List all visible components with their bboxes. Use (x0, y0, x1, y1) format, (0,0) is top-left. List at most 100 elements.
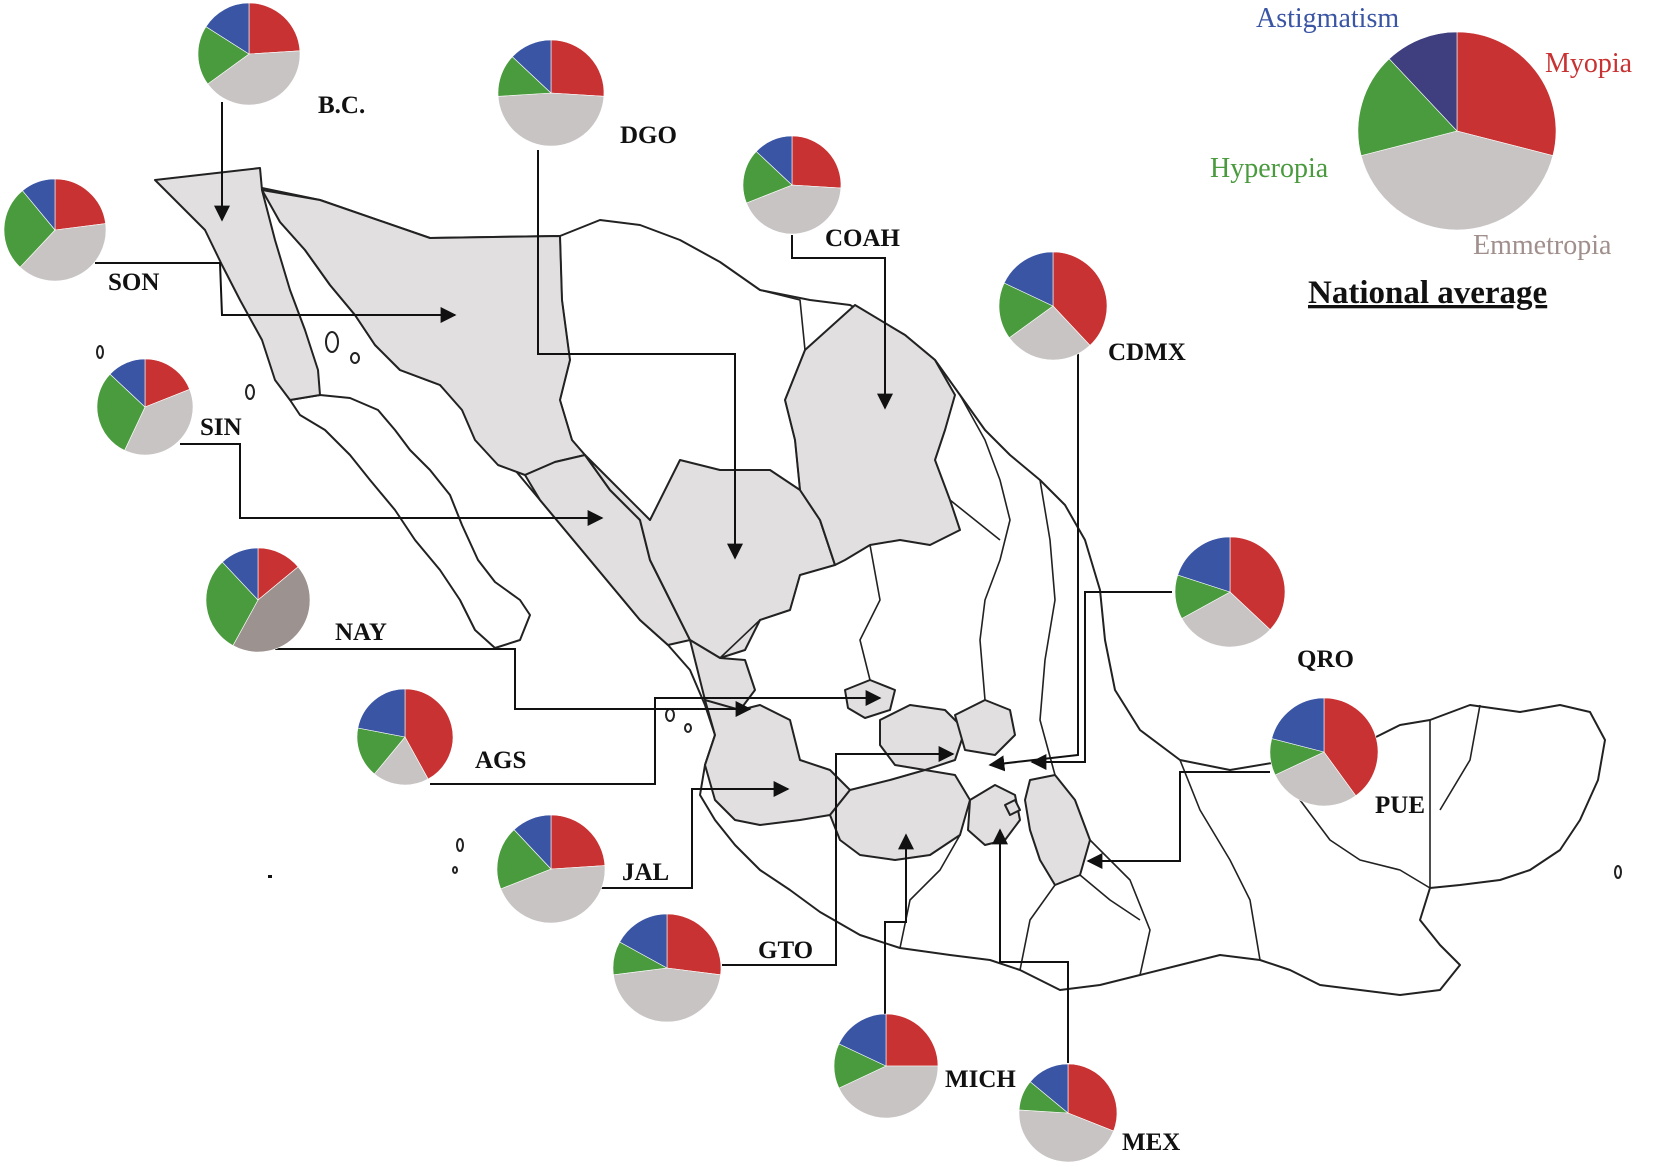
state-cdmx (1004, 799, 1021, 816)
pie-qro (1174, 536, 1286, 648)
pie-bc-emmetropia-slice (207, 50, 301, 106)
pie-national-hyperopia-slice (1357, 58, 1458, 156)
pie-charts (3, 2, 1557, 1162)
pie-ags (356, 688, 454, 786)
pie-nay-emmetropia-slice (232, 566, 311, 653)
pie-jal (496, 814, 606, 924)
label-bc: B.C. (318, 92, 365, 119)
pie-gto-myopia-slice (666, 913, 722, 976)
pie-ags-myopia-slice (404, 688, 454, 780)
state-mich (829, 769, 971, 861)
pie-jal-myopia-slice (550, 814, 606, 870)
pie-jal-astigmatism-slice (513, 814, 552, 870)
leader-son (95, 262, 457, 323)
pie-nay-astigmatism-slice (221, 547, 259, 601)
pie-son-hyperopia-slice (3, 190, 56, 268)
leader-dgo (537, 150, 743, 560)
state-labels: B.C. DGO COAH SON CDMX SIN NAY QRO AGS P… (108, 92, 1425, 1156)
pie-national (1357, 31, 1557, 231)
pie-jal-hyperopia-slice (496, 829, 552, 890)
pie-pue-myopia-slice (1323, 697, 1379, 797)
pie-bc-astigmatism-slice (205, 2, 250, 55)
pie-gto-emmetropia-slice (613, 967, 721, 1023)
pie-nay-hyperopia-slice (205, 561, 259, 646)
pie-cdmx-myopia-slice (1052, 251, 1108, 346)
leader-cdmx (988, 353, 1079, 772)
pie-sin-astigmatism-slice (109, 358, 146, 408)
legend-astigmatism: Astigmatism (1256, 3, 1399, 34)
leader-jal (600, 781, 790, 889)
leader-coah (791, 235, 893, 410)
pie-sin (96, 358, 194, 456)
leader-qro (1030, 591, 1172, 770)
pie-cdmx-emmetropia-slice (1008, 305, 1091, 361)
pie-coah-emmetropia-slice (746, 184, 842, 235)
pie-qro-myopia-slice (1229, 536, 1286, 631)
pie-gto-astigmatism-slice (619, 913, 668, 969)
pie-sin-myopia-slice (144, 358, 191, 408)
pie-gto (612, 913, 722, 1023)
pie-mich (833, 1013, 939, 1119)
pie-coah-hyperopia-slice (742, 151, 793, 204)
pie-national-emmetropia-slice (1360, 130, 1554, 231)
pie-coah-astigmatism-slice (755, 135, 793, 186)
pie-cdmx-hyperopia-slice (998, 282, 1054, 339)
pie-mich-astigmatism-slice (838, 1013, 887, 1067)
state-bc (154, 167, 321, 401)
pie-mex-emmetropia-slice (1018, 1109, 1114, 1162)
pie-dgo (497, 39, 605, 147)
pie-national-myopia-slice (1456, 31, 1557, 156)
leader-pue (1086, 771, 1270, 869)
pie-bc-myopia-slice (248, 2, 301, 55)
pie-dgo-astigmatism-slice (511, 39, 552, 94)
pie-cdmx (998, 251, 1108, 361)
pie-pue (1269, 697, 1379, 807)
pie-cdmx-astigmatism-slice (1003, 251, 1054, 307)
label-jal: JAL (622, 859, 669, 886)
label-mex: MEX (1122, 1129, 1180, 1156)
pie-dgo-emmetropia-slice (497, 92, 605, 147)
leader-mex (992, 828, 1069, 1063)
pie-son (3, 178, 107, 282)
legend: Astigmatism Myopia Hyperopia Emmetropia … (1210, 3, 1633, 311)
pie-mex (1018, 1063, 1118, 1162)
legend-myopia: Myopia (1545, 48, 1633, 79)
pie-jal-emmetropia-slice (500, 865, 606, 924)
legend-hyperopia: Hyperopia (1210, 153, 1329, 184)
legend-emmetropia: Emmetropia (1473, 230, 1612, 261)
pie-pue-astigmatism-slice (1271, 697, 1325, 753)
label-pue: PUE (1375, 792, 1425, 819)
leader-nay (275, 648, 752, 717)
pie-mich-emmetropia-slice (838, 1065, 939, 1119)
label-cdmx: CDMX (1108, 339, 1186, 366)
pie-son-myopia-slice (54, 178, 106, 231)
leader-sin (180, 443, 604, 526)
pie-ags-astigmatism-slice (357, 688, 406, 738)
baja-california-sur-region (289, 394, 531, 649)
pie-coah-myopia-slice (791, 135, 842, 189)
label-coah: COAH (825, 225, 901, 252)
pie-pue-emmetropia-slice (1274, 751, 1357, 807)
pie-bc-hyperopia-slice (197, 26, 250, 85)
label-mich: MICH (945, 1066, 1016, 1093)
pie-dgo-myopia-slice (550, 39, 605, 97)
leader-gto (722, 746, 955, 966)
pie-mich-myopia-slice (885, 1013, 939, 1067)
leader-lines (95, 102, 1270, 1063)
pie-nay (205, 547, 311, 653)
state-son (261, 189, 586, 476)
label-gto: GTO (758, 937, 813, 964)
pie-sin-emmetropia-slice (124, 388, 194, 456)
islands (96, 331, 1622, 879)
label-dgo: DGO (620, 122, 677, 149)
pie-coah (742, 135, 842, 235)
leader-ags (430, 690, 882, 785)
pie-ags-hyperopia-slice (356, 727, 406, 775)
label-sin: SIN (200, 414, 242, 441)
label-qro: QRO (1297, 646, 1354, 673)
pie-mex-astigmatism-slice (1029, 1063, 1069, 1114)
pie-ags-emmetropia-slice (373, 736, 429, 786)
pie-qro-astigmatism-slice (1177, 536, 1231, 593)
pie-national-astigmatism-slice (1388, 31, 1458, 132)
